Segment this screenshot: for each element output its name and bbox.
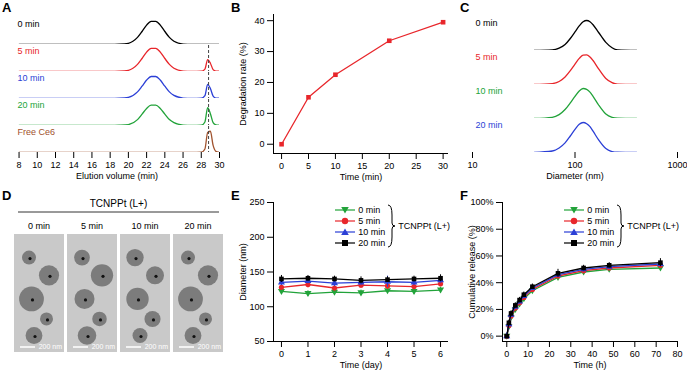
svg-text:1000: 1000 (667, 160, 687, 170)
html-text:20 min: 20 min (587, 237, 615, 248)
svg-text:Degradation rate (%): Degradation rate (%) (238, 42, 248, 126)
svg-text:0 min: 0 min (476, 18, 498, 28)
html-text:A: A (2, 0, 12, 15)
svg-text:0%: 0% (480, 331, 493, 341)
svg-text:14: 14 (69, 160, 79, 170)
svg-text:0 min: 0 min (28, 221, 50, 231)
svg-text:28: 28 (196, 160, 206, 170)
html-text:10 min: 10 min (587, 226, 615, 237)
svg-text:Diameter (nm): Diameter (nm) (546, 171, 604, 181)
svg-text:80%: 80% (475, 224, 493, 234)
svg-text:50: 50 (254, 336, 264, 346)
svg-text:200 nm: 200 nm (39, 343, 63, 350)
svg-text:40: 40 (254, 16, 264, 26)
svg-text:10: 10 (32, 160, 42, 170)
svg-text:TCNPPt (L+): TCNPPt (L+) (90, 198, 148, 209)
svg-text:20: 20 (123, 160, 133, 170)
svg-text:25: 25 (411, 161, 421, 171)
svg-text:30: 30 (438, 161, 448, 171)
svg-text:20: 20 (544, 349, 554, 359)
svg-text:30: 30 (214, 160, 224, 170)
svg-text:0: 0 (504, 349, 509, 359)
svg-text:Time (min): Time (min) (340, 172, 383, 182)
svg-text:20 min: 20 min (184, 221, 211, 231)
svg-text:1: 1 (305, 349, 310, 359)
html-text:20 min: 20 min (358, 237, 386, 248)
html-text:E: E (231, 188, 240, 203)
html-text:0 min: 0 min (358, 204, 381, 215)
svg-text:0: 0 (279, 349, 284, 359)
svg-text:10 min: 10 min (18, 73, 45, 83)
svg-text:30: 30 (566, 349, 576, 359)
svg-text:80: 80 (672, 349, 682, 359)
svg-text:10: 10 (330, 161, 340, 171)
svg-text:150: 150 (249, 267, 264, 277)
html-text:0 min: 0 min (587, 204, 610, 215)
svg-text:18: 18 (105, 160, 115, 170)
svg-text:22: 22 (142, 160, 152, 170)
html-text:B: B (231, 0, 241, 15)
svg-text:10: 10 (254, 108, 264, 118)
svg-text:10: 10 (467, 160, 477, 170)
svg-text:Cumulative release (%): Cumulative release (%) (467, 225, 477, 319)
svg-text:200 nm: 200 nm (198, 343, 222, 350)
svg-text:2: 2 (332, 349, 337, 359)
svg-text:6: 6 (438, 349, 443, 359)
svg-text:20 min: 20 min (476, 120, 503, 130)
html-text:TCNPPt (L+): TCNPPt (L+) (627, 221, 679, 231)
svg-text:60: 60 (630, 349, 640, 359)
svg-text:200 nm: 200 nm (92, 343, 116, 350)
svg-text:200: 200 (249, 232, 264, 242)
svg-text:20: 20 (384, 161, 394, 171)
svg-text:0: 0 (259, 139, 264, 149)
svg-text:Diameter (nm): Diameter (nm) (238, 243, 248, 301)
html-text:10 min: 10 min (358, 226, 386, 237)
svg-text:100: 100 (249, 302, 264, 312)
svg-text:Time (day): Time (day) (340, 360, 383, 370)
svg-text:Elution volume (min): Elution volume (min) (76, 171, 158, 181)
svg-text:15: 15 (357, 161, 367, 171)
svg-text:20: 20 (254, 77, 264, 87)
svg-text:16: 16 (87, 160, 97, 170)
svg-text:4: 4 (385, 349, 390, 359)
svg-text:100: 100 (567, 160, 582, 170)
svg-text:3: 3 (358, 349, 363, 359)
svg-text:Free Ce6: Free Ce6 (18, 127, 56, 137)
svg-text:8: 8 (17, 160, 22, 170)
svg-text:20%: 20% (475, 304, 493, 314)
svg-text:20 min: 20 min (18, 100, 45, 110)
svg-text:40%: 40% (475, 278, 493, 288)
svg-text:250: 250 (249, 197, 264, 207)
svg-text:5 min: 5 min (18, 46, 40, 56)
svg-text:0 min: 0 min (18, 19, 40, 29)
svg-text:26: 26 (178, 160, 188, 170)
svg-text:5 min: 5 min (81, 221, 103, 231)
html-text:C: C (460, 0, 470, 15)
svg-text:12: 12 (50, 160, 60, 170)
html-text:D: D (2, 188, 12, 203)
svg-text:5 min: 5 min (476, 52, 498, 62)
svg-text:5: 5 (412, 349, 417, 359)
svg-text:100%: 100% (470, 197, 493, 207)
svg-text:200 nm: 200 nm (145, 343, 169, 350)
svg-text:50: 50 (608, 349, 618, 359)
html-text:5 min: 5 min (358, 215, 381, 226)
html-text:5 min: 5 min (587, 215, 610, 226)
svg-text:70: 70 (651, 349, 661, 359)
html-text:F: F (460, 188, 468, 203)
svg-text:30: 30 (254, 46, 264, 56)
svg-text:40: 40 (587, 349, 597, 359)
svg-text:5: 5 (306, 161, 311, 171)
svg-text:24: 24 (160, 160, 170, 170)
svg-text:10 min: 10 min (476, 86, 503, 96)
svg-text:0: 0 (279, 161, 284, 171)
svg-text:Time (h): Time (h) (573, 360, 606, 370)
svg-text:60%: 60% (475, 251, 493, 261)
svg-text:10: 10 (523, 349, 533, 359)
svg-text:10 min: 10 min (131, 221, 158, 231)
html-text:TCNPPt (L+): TCNPPt (L+) (398, 221, 450, 231)
